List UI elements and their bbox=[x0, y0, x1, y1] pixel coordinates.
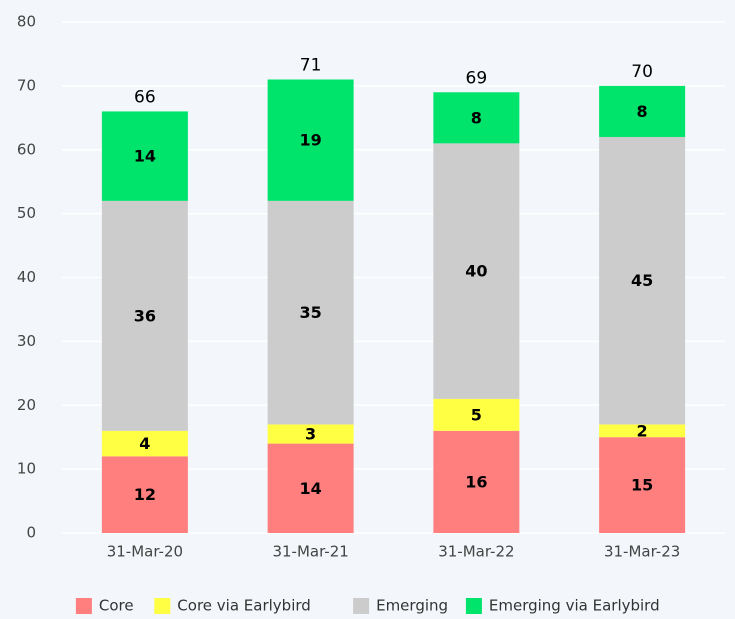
data-label: 36 bbox=[134, 306, 156, 325]
bar-segment bbox=[599, 136, 686, 425]
data-label: 40 bbox=[465, 262, 487, 281]
bar-segment bbox=[599, 437, 686, 533]
y-tick-label: 20 bbox=[17, 396, 36, 414]
legend-label: Core bbox=[99, 597, 134, 615]
bar-segment bbox=[101, 200, 188, 431]
data-label: 8 bbox=[471, 108, 482, 127]
data-label: 14 bbox=[134, 147, 156, 166]
legend-swatch bbox=[353, 598, 370, 614]
y-tick-label: 10 bbox=[17, 460, 36, 478]
data-label: 12 bbox=[134, 485, 156, 504]
x-tick-label: 31-Mar-23 bbox=[604, 543, 680, 561]
data-label: 5 bbox=[471, 405, 482, 424]
bar-segment bbox=[101, 456, 188, 533]
bar-segment bbox=[433, 398, 520, 431]
bar-segment bbox=[433, 430, 520, 533]
total-label: 70 bbox=[631, 62, 653, 82]
legend-swatch bbox=[154, 598, 171, 614]
y-tick-label: 0 bbox=[26, 524, 36, 542]
data-label: 19 bbox=[299, 131, 321, 150]
bar-segment bbox=[599, 424, 686, 438]
data-label: 14 bbox=[299, 479, 321, 498]
bar-segment bbox=[267, 79, 354, 201]
bar-segment bbox=[101, 430, 188, 457]
data-label: 35 bbox=[299, 303, 321, 322]
bar-segment bbox=[101, 111, 188, 201]
y-tick-label: 50 bbox=[17, 204, 36, 222]
y-tick-label: 40 bbox=[17, 268, 36, 286]
legend-label: Core via Earlybird bbox=[177, 597, 310, 615]
total-label: 71 bbox=[300, 55, 322, 75]
bar-segment bbox=[433, 143, 520, 399]
bar-segment bbox=[267, 443, 354, 533]
legend-label: Emerging bbox=[376, 597, 448, 615]
data-label: 15 bbox=[631, 476, 653, 495]
x-tick-label: 31-Mar-22 bbox=[438, 543, 514, 561]
x-tick-label: 31-Mar-21 bbox=[272, 543, 348, 561]
legend-label: Emerging via Earlybird bbox=[489, 597, 660, 615]
y-tick-label: 70 bbox=[17, 76, 36, 94]
data-label: 2 bbox=[637, 421, 648, 440]
x-tick-label: 31-Mar-20 bbox=[107, 543, 183, 561]
legend-swatch bbox=[75, 598, 92, 614]
data-label: 4 bbox=[139, 434, 150, 453]
bar-segment bbox=[433, 92, 520, 144]
data-label: 3 bbox=[305, 424, 316, 443]
data-label: 8 bbox=[637, 102, 648, 121]
legend-swatch bbox=[465, 598, 482, 614]
y-tick-label: 80 bbox=[17, 13, 36, 31]
data-label: 16 bbox=[465, 472, 487, 491]
total-label: 66 bbox=[134, 87, 156, 107]
y-tick-label: 60 bbox=[17, 140, 36, 158]
bar-segment bbox=[267, 424, 354, 444]
bar-segment bbox=[599, 85, 686, 137]
total-label: 69 bbox=[466, 68, 488, 88]
y-tick-label: 30 bbox=[17, 332, 36, 350]
bar-segment bbox=[267, 200, 354, 425]
data-label: 45 bbox=[631, 271, 653, 290]
